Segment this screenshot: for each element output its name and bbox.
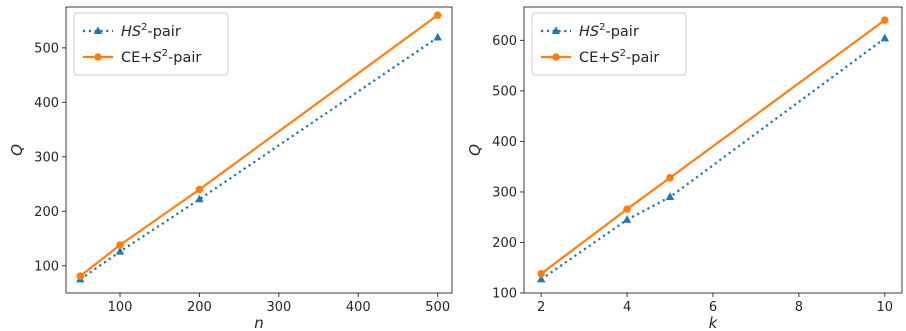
series-line bbox=[540, 37, 886, 281]
series-line bbox=[540, 19, 886, 275]
x-tick-label: 300 bbox=[266, 300, 291, 315]
data-point bbox=[195, 194, 204, 203]
y-tick-label: 500 bbox=[492, 84, 517, 99]
x-tick-label: 10 bbox=[877, 300, 894, 315]
legend-label: HS2-pair bbox=[579, 22, 639, 40]
data-point bbox=[115, 246, 125, 255]
y-axis-label: Q bbox=[8, 144, 26, 156]
legend: HS2-pair CE+S2-pair bbox=[73, 12, 229, 76]
series-line bbox=[79, 36, 439, 281]
chart-1: 100 200 300 400 500 100 200 300 400 500 n Q HS2-pair… bbox=[8, 6, 453, 331]
data-point bbox=[665, 192, 675, 200]
data-point bbox=[433, 32, 442, 41]
x-tick-label: 6 bbox=[709, 300, 717, 315]
y-tick-label: 400 bbox=[34, 96, 59, 111]
y-axis-label: Q bbox=[466, 144, 484, 156]
y-tick-label: 100 bbox=[492, 287, 517, 302]
x-axis-label: n bbox=[254, 314, 264, 331]
data-point bbox=[623, 205, 631, 213]
data-point bbox=[195, 185, 204, 194]
legend-marker bbox=[551, 26, 561, 34]
legend-box bbox=[73, 12, 229, 76]
y-tick-label: 200 bbox=[34, 205, 59, 220]
data-point bbox=[537, 269, 545, 278]
data-point bbox=[536, 274, 546, 283]
data-point bbox=[116, 241, 124, 249]
legend-marker bbox=[93, 26, 103, 34]
plot-frame bbox=[65, 6, 453, 294]
legend: HS2-pair CE+S2-pair bbox=[531, 12, 687, 76]
legend-label: CE+S2-pair bbox=[121, 48, 201, 66]
series-2 bbox=[76, 11, 442, 280]
y-tick-label: 400 bbox=[492, 135, 517, 150]
y-tick-label: 300 bbox=[34, 150, 59, 165]
x-tick-label: 4 bbox=[623, 300, 631, 315]
x-tick-label: 100 bbox=[108, 300, 133, 315]
chart-2: 2 4 6 8 10 100 200 300 400 500 600 k Q HS2-pair CE+S2-… bbox=[466, 6, 903, 331]
legend-marker bbox=[552, 53, 560, 61]
x-tick-label: 200 bbox=[187, 300, 212, 315]
y-tick-label: 200 bbox=[492, 236, 517, 251]
x-tick-label: 2 bbox=[537, 300, 545, 315]
data-point bbox=[666, 173, 674, 182]
x-tick-label: 500 bbox=[425, 300, 450, 315]
x-tick-label: 400 bbox=[346, 300, 371, 315]
legend-marker bbox=[94, 53, 102, 61]
y-tick-label: 600 bbox=[492, 34, 517, 49]
data-point bbox=[433, 11, 442, 19]
x-axis-label: k bbox=[709, 314, 719, 331]
data-point bbox=[881, 16, 889, 24]
data-point bbox=[76, 272, 85, 280]
series-1 bbox=[536, 33, 890, 283]
x-tick-label: 8 bbox=[795, 300, 803, 315]
y-tick-label: 500 bbox=[34, 41, 59, 56]
data-point bbox=[880, 33, 890, 42]
legend-label: HS2-pair bbox=[121, 22, 181, 40]
y-tick-label: 300 bbox=[492, 185, 517, 200]
series-2 bbox=[537, 16, 889, 278]
y-tick-label: 100 bbox=[34, 259, 59, 274]
data-point bbox=[622, 215, 632, 223]
legend-label: CE+S2-pair bbox=[579, 48, 659, 66]
legend-box bbox=[531, 12, 687, 76]
series-line bbox=[79, 14, 439, 277]
